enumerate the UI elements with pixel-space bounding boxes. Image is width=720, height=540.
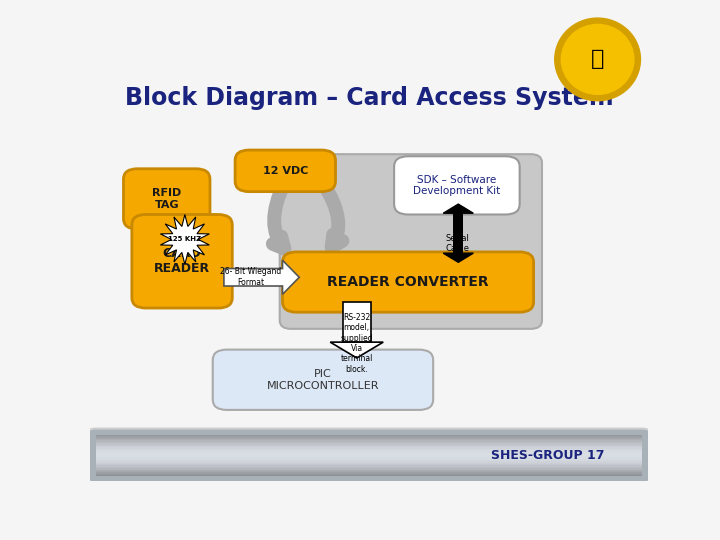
FancyBboxPatch shape (394, 156, 520, 214)
Bar (96, 439, 642, 441)
Bar (96, 465, 642, 467)
Bar (96, 449, 642, 450)
Bar (96, 453, 642, 454)
Text: CARD
READER: CARD READER (154, 247, 210, 275)
Bar (96, 451, 642, 453)
Circle shape (554, 18, 641, 100)
Polygon shape (161, 214, 210, 265)
Bar (96, 472, 642, 474)
Polygon shape (444, 253, 473, 262)
FancyBboxPatch shape (282, 252, 534, 312)
Text: READER CONVERTER: READER CONVERTER (328, 275, 489, 289)
Text: SHES-GROUP 17: SHES-GROUP 17 (491, 449, 604, 462)
Bar (96, 441, 642, 442)
Bar (96, 450, 642, 451)
Text: Serial
Cable: Serial Cable (445, 234, 469, 253)
Text: 26- Bit Wiegand
Format: 26- Bit Wiegand Format (220, 267, 282, 287)
Text: PIC
MICROCONTROLLER: PIC MICROCONTROLLER (266, 369, 379, 390)
Bar (96, 464, 642, 465)
Text: SDK – Software
Development Kit: SDK – Software Development Kit (413, 174, 500, 196)
Bar (96, 457, 642, 458)
Bar (96, 446, 642, 447)
Bar (96, 463, 642, 464)
Bar (96, 454, 642, 456)
Bar (96, 474, 642, 475)
FancyBboxPatch shape (132, 214, 233, 308)
FancyBboxPatch shape (124, 168, 210, 229)
Bar (454, 213, 463, 253)
Polygon shape (224, 260, 300, 294)
FancyBboxPatch shape (213, 349, 433, 410)
Text: RS-232
model,
supplied
Via
terminal
block.: RS-232 model, supplied Via terminal bloc… (341, 313, 373, 374)
FancyBboxPatch shape (87, 429, 651, 483)
Bar (96, 468, 642, 469)
Bar (96, 456, 642, 457)
Text: RFID
TAG: RFID TAG (152, 188, 181, 210)
Text: Block Diagram – Card Access System: Block Diagram – Card Access System (125, 86, 613, 110)
Bar (96, 475, 642, 476)
Polygon shape (444, 204, 473, 213)
Bar (96, 443, 642, 444)
FancyBboxPatch shape (235, 150, 336, 192)
Text: 12 VDC: 12 VDC (263, 166, 308, 176)
Polygon shape (330, 342, 383, 358)
Bar (96, 436, 642, 437)
Bar (96, 461, 642, 463)
Bar (96, 447, 642, 449)
Bar (96, 442, 642, 443)
Bar (96, 437, 642, 439)
Bar (343, 302, 371, 342)
Bar (96, 469, 642, 471)
Bar (96, 435, 642, 436)
Bar (96, 460, 642, 461)
Text: 125 KHZ: 125 KHZ (168, 237, 202, 242)
Bar (96, 467, 642, 468)
Circle shape (562, 24, 634, 94)
Bar (96, 444, 642, 446)
FancyBboxPatch shape (279, 154, 542, 329)
Bar (96, 471, 642, 472)
Bar (96, 458, 642, 460)
Text: 🐎: 🐎 (591, 49, 604, 70)
